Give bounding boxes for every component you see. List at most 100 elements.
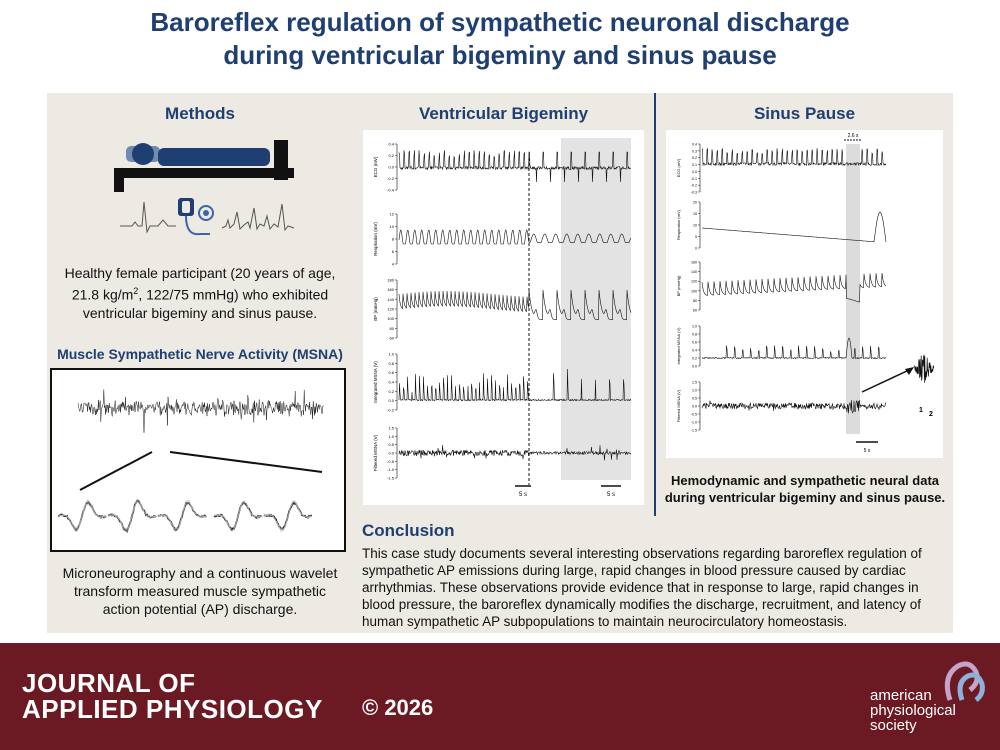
tick-label: 0.4 bbox=[388, 142, 394, 147]
tick-label: 5 bbox=[695, 235, 697, 239]
action-potential-3 bbox=[157, 502, 206, 530]
tick-label: 100 bbox=[387, 316, 394, 321]
inset-label-1: 1 bbox=[919, 407, 923, 414]
msna-heading: Muscle Sympathetic Nerve Activity (MSNA) bbox=[57, 346, 343, 362]
journal-name: JOURNAL OF APPLIED PHYSIOLOGY bbox=[22, 670, 323, 722]
journal-line-1: JOURNAL OF bbox=[22, 668, 196, 698]
conclusion-heading: Conclusion bbox=[362, 521, 455, 540]
panel-divider bbox=[654, 93, 656, 516]
ap-inset-trace bbox=[913, 354, 935, 383]
bigeminy-row-4: 1.0 0.8 0.6 0.4 0.2 0.0 -0.2 Integrated MSNA (V… bbox=[373, 352, 632, 413]
sinus-row-3: 160 140 120 100 80 60 BP (mmHg) bbox=[676, 261, 887, 313]
bigeminy-traces: 0.4 0.2 0.0 -0.2 -0.4 ECG (mV) 12 10 8 6 4 Respirat… bbox=[373, 138, 632, 498]
tick-label: 0.1 bbox=[692, 163, 697, 167]
axis-label: Integrated MSNA (V) bbox=[373, 361, 378, 403]
title-line-2: during ventricular bigeminy and sinus pa… bbox=[223, 40, 777, 70]
tick-label: 60 bbox=[390, 336, 395, 341]
tick-label: 140 bbox=[691, 270, 697, 274]
tick-label: 10 bbox=[390, 224, 395, 229]
scale-label-2: 5 s bbox=[607, 492, 615, 498]
tick-label: -0.1 bbox=[691, 177, 697, 181]
tick-label: 6 bbox=[392, 249, 395, 254]
msna-waveform-icon bbox=[221, 203, 295, 232]
bigeminy-trace-3 bbox=[398, 289, 632, 321]
tick-label: 0.6 bbox=[388, 370, 394, 375]
axis-label: Filtered MSNA (V) bbox=[676, 389, 681, 422]
tick-label: 0.0 bbox=[388, 398, 394, 403]
methods-heading: Methods bbox=[165, 104, 235, 123]
action-potential-1 bbox=[57, 501, 107, 531]
patient-icon bbox=[114, 140, 294, 192]
tick-label: 1.0 bbox=[692, 325, 697, 329]
tick-label: -0.5 bbox=[387, 459, 395, 464]
axis-label: Integrated MSNA (V) bbox=[676, 327, 681, 365]
bigeminy-trace-5 bbox=[398, 445, 632, 461]
tick-label: 0.0 bbox=[388, 451, 394, 456]
msna-trace bbox=[57, 389, 325, 533]
tick-label: -0.5 bbox=[691, 413, 697, 417]
tick-label: 80 bbox=[390, 326, 395, 331]
tick-label: 0.0 bbox=[692, 170, 697, 174]
sinus-trace-5 bbox=[701, 399, 886, 414]
sinus-heading: Sinus Pause bbox=[753, 104, 856, 123]
tick-label: 8 bbox=[392, 237, 395, 242]
methods-illustration bbox=[114, 140, 295, 236]
action-potential-5 bbox=[263, 503, 313, 530]
tick-label: 160 bbox=[387, 287, 394, 292]
bigeminy-heading: Ventricular Bigeminy bbox=[418, 104, 589, 123]
axis-label: ECG (mV) bbox=[373, 156, 378, 177]
copyright: © 2026 bbox=[362, 695, 434, 720]
tick-label: 0.5 bbox=[692, 397, 697, 401]
methods-description-post: , 122/75 mmHg) who exhibited ventricular… bbox=[82, 286, 329, 321]
tick-label: 140 bbox=[387, 297, 394, 302]
raw-msna-trace bbox=[77, 389, 325, 433]
raw-msna-signal bbox=[77, 389, 325, 433]
action-potential-4 bbox=[213, 500, 263, 532]
tick-label: 0.2 bbox=[388, 389, 394, 394]
sinus-caption: Hemodynamic and sympathetic neural data … bbox=[660, 472, 950, 506]
tick-label: 4 bbox=[392, 262, 395, 267]
tick-label: -1.5 bbox=[691, 429, 697, 433]
tick-label: 0.2 bbox=[692, 357, 697, 361]
tick-label: 60 bbox=[693, 309, 697, 313]
msna-caption: Microneurography and a continuous wavele… bbox=[62, 565, 338, 617]
sinus-trace-2 bbox=[701, 211, 887, 243]
society-line-3: society bbox=[870, 717, 917, 734]
bigeminy-row-3: 180 160 140 120 100 80 60 BP (mmHg) bbox=[373, 278, 632, 341]
tick-label: 0.0 bbox=[692, 365, 697, 369]
journal-line-2: APPLIED PHYSIOLOGY bbox=[22, 694, 323, 724]
tick-label: 0.2 bbox=[388, 153, 394, 158]
inset-label-2: 2 bbox=[929, 411, 933, 418]
sinus-trace-1 bbox=[701, 147, 887, 167]
conclusion-text: This case study documents several intere… bbox=[362, 546, 922, 629]
tick-label: 10 bbox=[693, 224, 697, 228]
axis-label: BP (mmHg) bbox=[373, 297, 378, 321]
tick-label: 1.5 bbox=[388, 426, 394, 431]
tick-label: 0.4 bbox=[692, 349, 697, 353]
tick-label: -0.2 bbox=[387, 176, 395, 181]
msna-figure bbox=[50, 368, 346, 552]
methods-description-sup: 2 bbox=[133, 286, 139, 296]
bigeminy-row-1: 0.4 0.2 0.0 -0.2 -0.4 ECG (mV) bbox=[373, 142, 632, 193]
tick-label: 0.8 bbox=[388, 361, 394, 366]
sinus-row-5: 1.5 1.0 0.5 0.0 -0.5 -1.0 -1.5 Filtered MSNA (V… bbox=[676, 381, 886, 433]
tick-label: -0.2 bbox=[691, 184, 697, 188]
tick-label: 0.0 bbox=[388, 165, 394, 170]
axis-label: Respiration (mV) bbox=[373, 222, 378, 256]
pause-label: 2.6 s bbox=[848, 133, 859, 139]
footer-bar bbox=[0, 643, 1000, 750]
sinus-trace-3 bbox=[701, 272, 887, 303]
bigeminy-figure: 0.4 0.2 0.0 -0.2 -0.4 ECG (mV) 12 10 8 6 4 Respirat… bbox=[363, 130, 644, 505]
bigeminy-trace-4 bbox=[398, 368, 632, 402]
action-potential-5 bbox=[263, 501, 313, 530]
tick-label: 20 bbox=[693, 201, 697, 205]
axis-label: Respiration (mV) bbox=[676, 209, 681, 240]
tick-label: -0.3 bbox=[691, 191, 697, 195]
conclusion-panel bbox=[353, 516, 953, 633]
blood-pressure-cuff-icon bbox=[178, 198, 214, 236]
tick-label: 1.0 bbox=[388, 352, 394, 357]
sinus-figure: 2.6 s 0.4 0.3 0.2 0.1 0.0 -0.1 -0.2 -0.3 ECG (mV… bbox=[666, 130, 943, 458]
ecg-waveform-icon bbox=[120, 201, 176, 234]
tick-label: -0.4 bbox=[387, 188, 395, 193]
zoom-line-right bbox=[169, 451, 323, 473]
